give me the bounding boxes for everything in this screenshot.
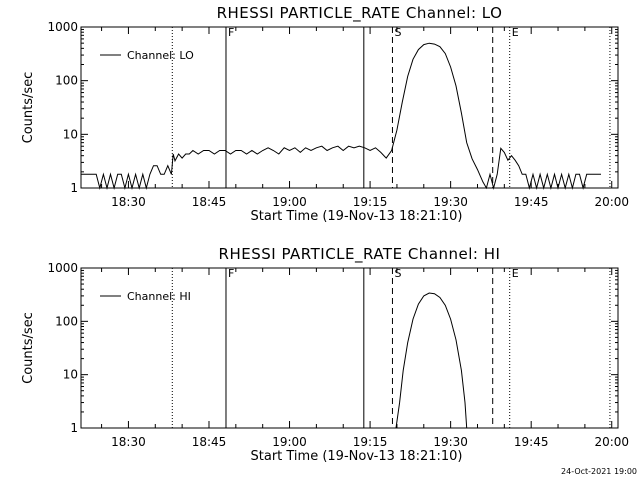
y-tick-label: 1: [70, 421, 78, 435]
x-tick-label: 19:45: [514, 435, 549, 449]
event-marker-label: S: [394, 267, 401, 280]
x-tick-label: 19:15: [353, 435, 388, 449]
x-tick-label: 19:30: [433, 435, 468, 449]
series-line: [395, 292, 468, 429]
y-tick-label: 100: [55, 74, 78, 88]
y-tick-label: 1000: [47, 20, 78, 34]
event-marker-label: F: [228, 26, 234, 39]
plot-frame: [80, 267, 619, 429]
y-tick-label: 10: [63, 127, 78, 141]
y-tick-label: 10: [63, 368, 78, 382]
event-marker-label: S: [394, 26, 401, 39]
x-tick-label: 18:30: [111, 435, 146, 449]
x-tick-label: 19:45: [514, 195, 549, 209]
legend-entry: Channel: LO: [127, 49, 194, 62]
chart-title: RHESSI PARTICLE_RATE Channel: HI: [219, 245, 501, 264]
x-tick-label: 19:30: [433, 195, 468, 209]
y-tick-label: 100: [55, 314, 78, 328]
y-tick-label: 1000: [47, 261, 78, 275]
x-tick-label: 18:45: [192, 195, 227, 209]
x-tick-label: 18:45: [192, 435, 227, 449]
y-axis-label: Counts/sec: [21, 72, 36, 144]
chart-panel-1: RHESSI PARTICLE_RATE Channel: LO 1 10 100 10…: [21, 4, 629, 224]
footer-timestamp: 24-Oct-2021 19:00: [561, 467, 637, 476]
x-tick-label: 20:00: [594, 195, 629, 209]
legend-entry: Channel: HI: [127, 290, 191, 303]
plot-frame: [80, 26, 619, 189]
x-tick-label: 19:00: [272, 435, 307, 449]
x-tick-label: 20:00: [594, 435, 629, 449]
chart-panel-2: RHESSI PARTICLE_RATE Channel: HI 1 10 100 10…: [21, 245, 629, 464]
chart-title: RHESSI PARTICLE_RATE Channel: LO: [217, 4, 503, 23]
event-marker-label: E: [512, 267, 519, 280]
event-marker-label: F: [228, 267, 234, 280]
x-axis-label: Start Time (19-Nov-13 18:21:10): [251, 449, 463, 464]
event-marker-label: E: [512, 26, 519, 39]
x-tick-label: 19:15: [353, 195, 388, 209]
x-axis-label: Start Time (19-Nov-13 18:21:10): [251, 209, 463, 224]
y-tick-label: 1: [70, 181, 78, 195]
x-tick-label: 19:00: [272, 195, 307, 209]
x-tick-label: 18:30: [111, 195, 146, 209]
series-line: [81, 42, 601, 190]
y-axis-label: Counts/sec: [21, 312, 36, 384]
